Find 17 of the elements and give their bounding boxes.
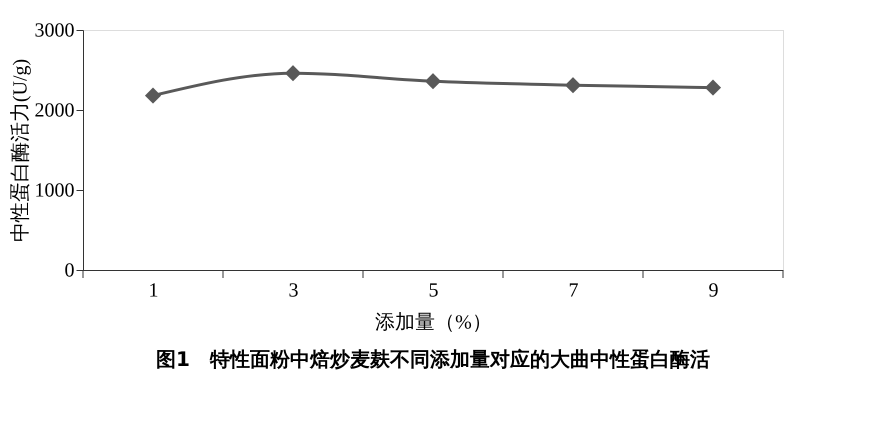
- y-tick-label: 3000: [34, 20, 74, 42]
- x-tick-label: 7: [568, 280, 578, 302]
- x-tick-label: 3: [288, 280, 298, 302]
- text: 图1 特性面粉中焙炒麦麸不同添加量对应的大曲中性蛋白酶活: [156, 347, 710, 371]
- y-axis-title: 中性蛋白酶活力(U/g): [10, 58, 32, 242]
- point: [704, 80, 722, 96]
- x-tick-label: 9: [708, 280, 718, 302]
- y-tick-label: 0: [64, 260, 74, 282]
- x-axis-title: 添加量（%）: [375, 312, 492, 334]
- y-tick-label: 1000: [34, 180, 74, 202]
- point: [564, 77, 582, 94]
- x-tick-label: 5: [428, 280, 438, 302]
- point: [144, 88, 162, 104]
- point: [424, 73, 442, 90]
- x-tick-label: 1: [148, 280, 158, 302]
- y-tick-label: 2000: [34, 100, 74, 122]
- point: [284, 65, 302, 82]
